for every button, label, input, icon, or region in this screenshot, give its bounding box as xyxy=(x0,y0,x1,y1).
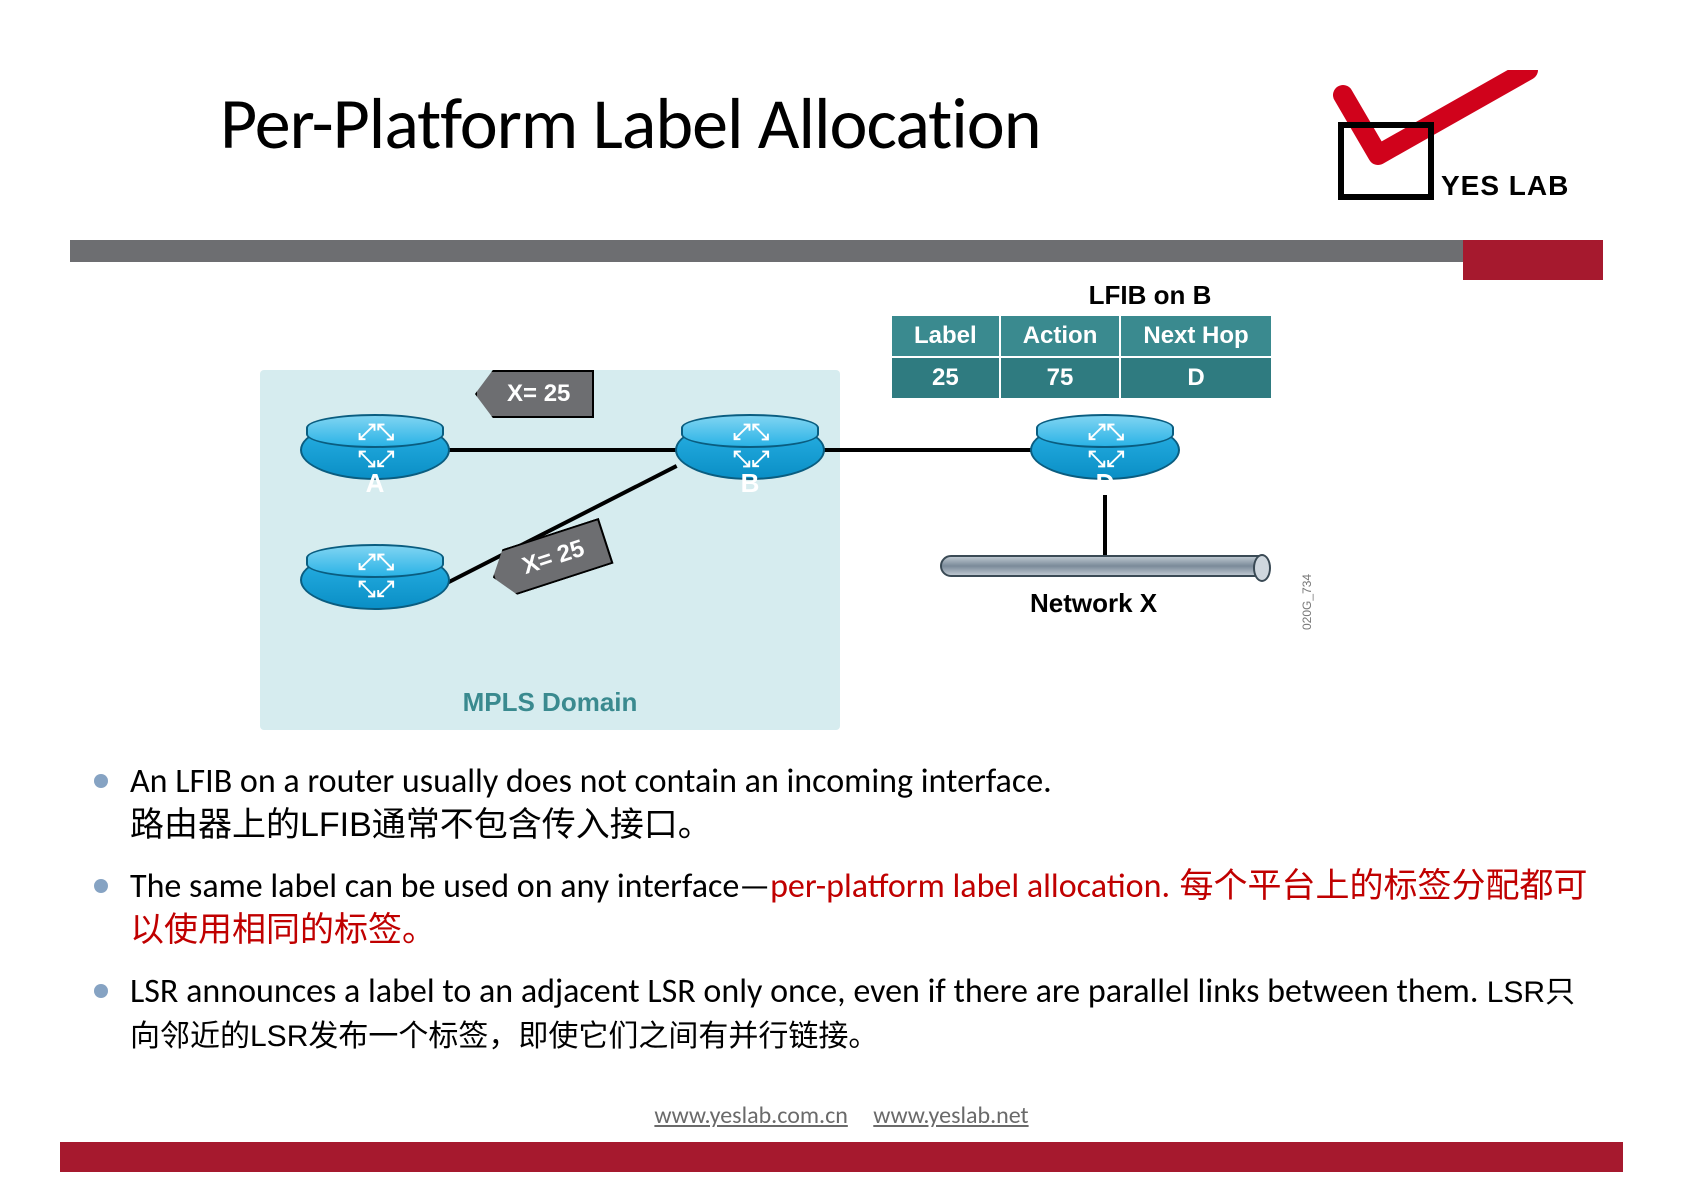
td-label: 25 xyxy=(891,357,1000,399)
link-a-b xyxy=(440,448,690,452)
lfib-table: Label Action Next Hop 25 75 D xyxy=(890,314,1273,400)
logo-text: YES LAB xyxy=(1441,170,1569,202)
router-a2: ⤢ ⤡⤡ ⤢ xyxy=(300,550,450,625)
router-a-label: A xyxy=(300,468,450,499)
bullet-2: The same label can be used on any interf… xyxy=(90,865,1593,952)
table-row: 25 75 D xyxy=(891,357,1272,399)
router-b: ⤢ ⤡⤡ ⤢ B xyxy=(675,420,825,495)
router-d: ⤢ ⤡⤡ ⤢ D xyxy=(1030,420,1180,495)
network-diagram: LFIB on B Label Action Next Hop 25 75 D … xyxy=(260,280,1360,740)
red-accent-top xyxy=(1463,240,1603,280)
footer-link-2[interactable]: www.yeslab.net xyxy=(873,1101,1028,1130)
lfib-table-title: LFIB on B xyxy=(1000,280,1300,311)
footer-links: www.yeslab.com.cn www.yeslab.net xyxy=(0,1101,1683,1130)
network-pipe xyxy=(940,555,1270,577)
slide: Per-Platform Label Allocation YES LAB LF… xyxy=(0,0,1683,1190)
bullet-2-en: The same label can be used on any interf… xyxy=(130,866,770,907)
td-nexthop: D xyxy=(1120,357,1271,399)
bullet-list: An LFIB on a router usually does not con… xyxy=(90,760,1593,1075)
diagram-code: 020G_734 xyxy=(1300,574,1314,630)
th-label: Label xyxy=(891,315,1000,357)
label-tag-1: X= 25 xyxy=(475,370,594,418)
td-action: 75 xyxy=(1000,357,1121,399)
bullet-3: LSR announces a label to an adjacent LSR… xyxy=(90,970,1593,1057)
red-accent-bottom xyxy=(60,1142,1623,1172)
router-d-label: D xyxy=(1030,468,1180,499)
bullet-1-en: An LFIB on a router usually does not con… xyxy=(130,761,1052,802)
link-b-d xyxy=(815,448,1040,452)
table-header-row: Label Action Next Hop xyxy=(891,315,1272,357)
footer-link-1[interactable]: www.yeslab.com.cn xyxy=(654,1101,847,1130)
bullet-1: An LFIB on a router usually does not con… xyxy=(90,760,1593,847)
router-b-label: B xyxy=(675,468,825,499)
th-action: Action xyxy=(1000,315,1121,357)
router-a: ⤢ ⤡⤡ ⤢ A xyxy=(300,420,450,495)
mpls-domain-label: MPLS Domain xyxy=(260,687,840,718)
bullet-3-en: LSR announces a label to an adjacent LSR… xyxy=(130,971,1478,1012)
network-x-label: Network X xyxy=(1030,588,1157,619)
bullet-2-red: per-platform label allocation. xyxy=(770,866,1170,907)
bullet-1-cn: 路由器上的LFIB通常不包含传入接口。 xyxy=(130,806,712,844)
grey-divider xyxy=(70,240,1463,262)
yeslab-logo: YES LAB xyxy=(1323,70,1603,220)
link-d-netx xyxy=(1103,495,1107,560)
th-nexthop: Next Hop xyxy=(1120,315,1271,357)
